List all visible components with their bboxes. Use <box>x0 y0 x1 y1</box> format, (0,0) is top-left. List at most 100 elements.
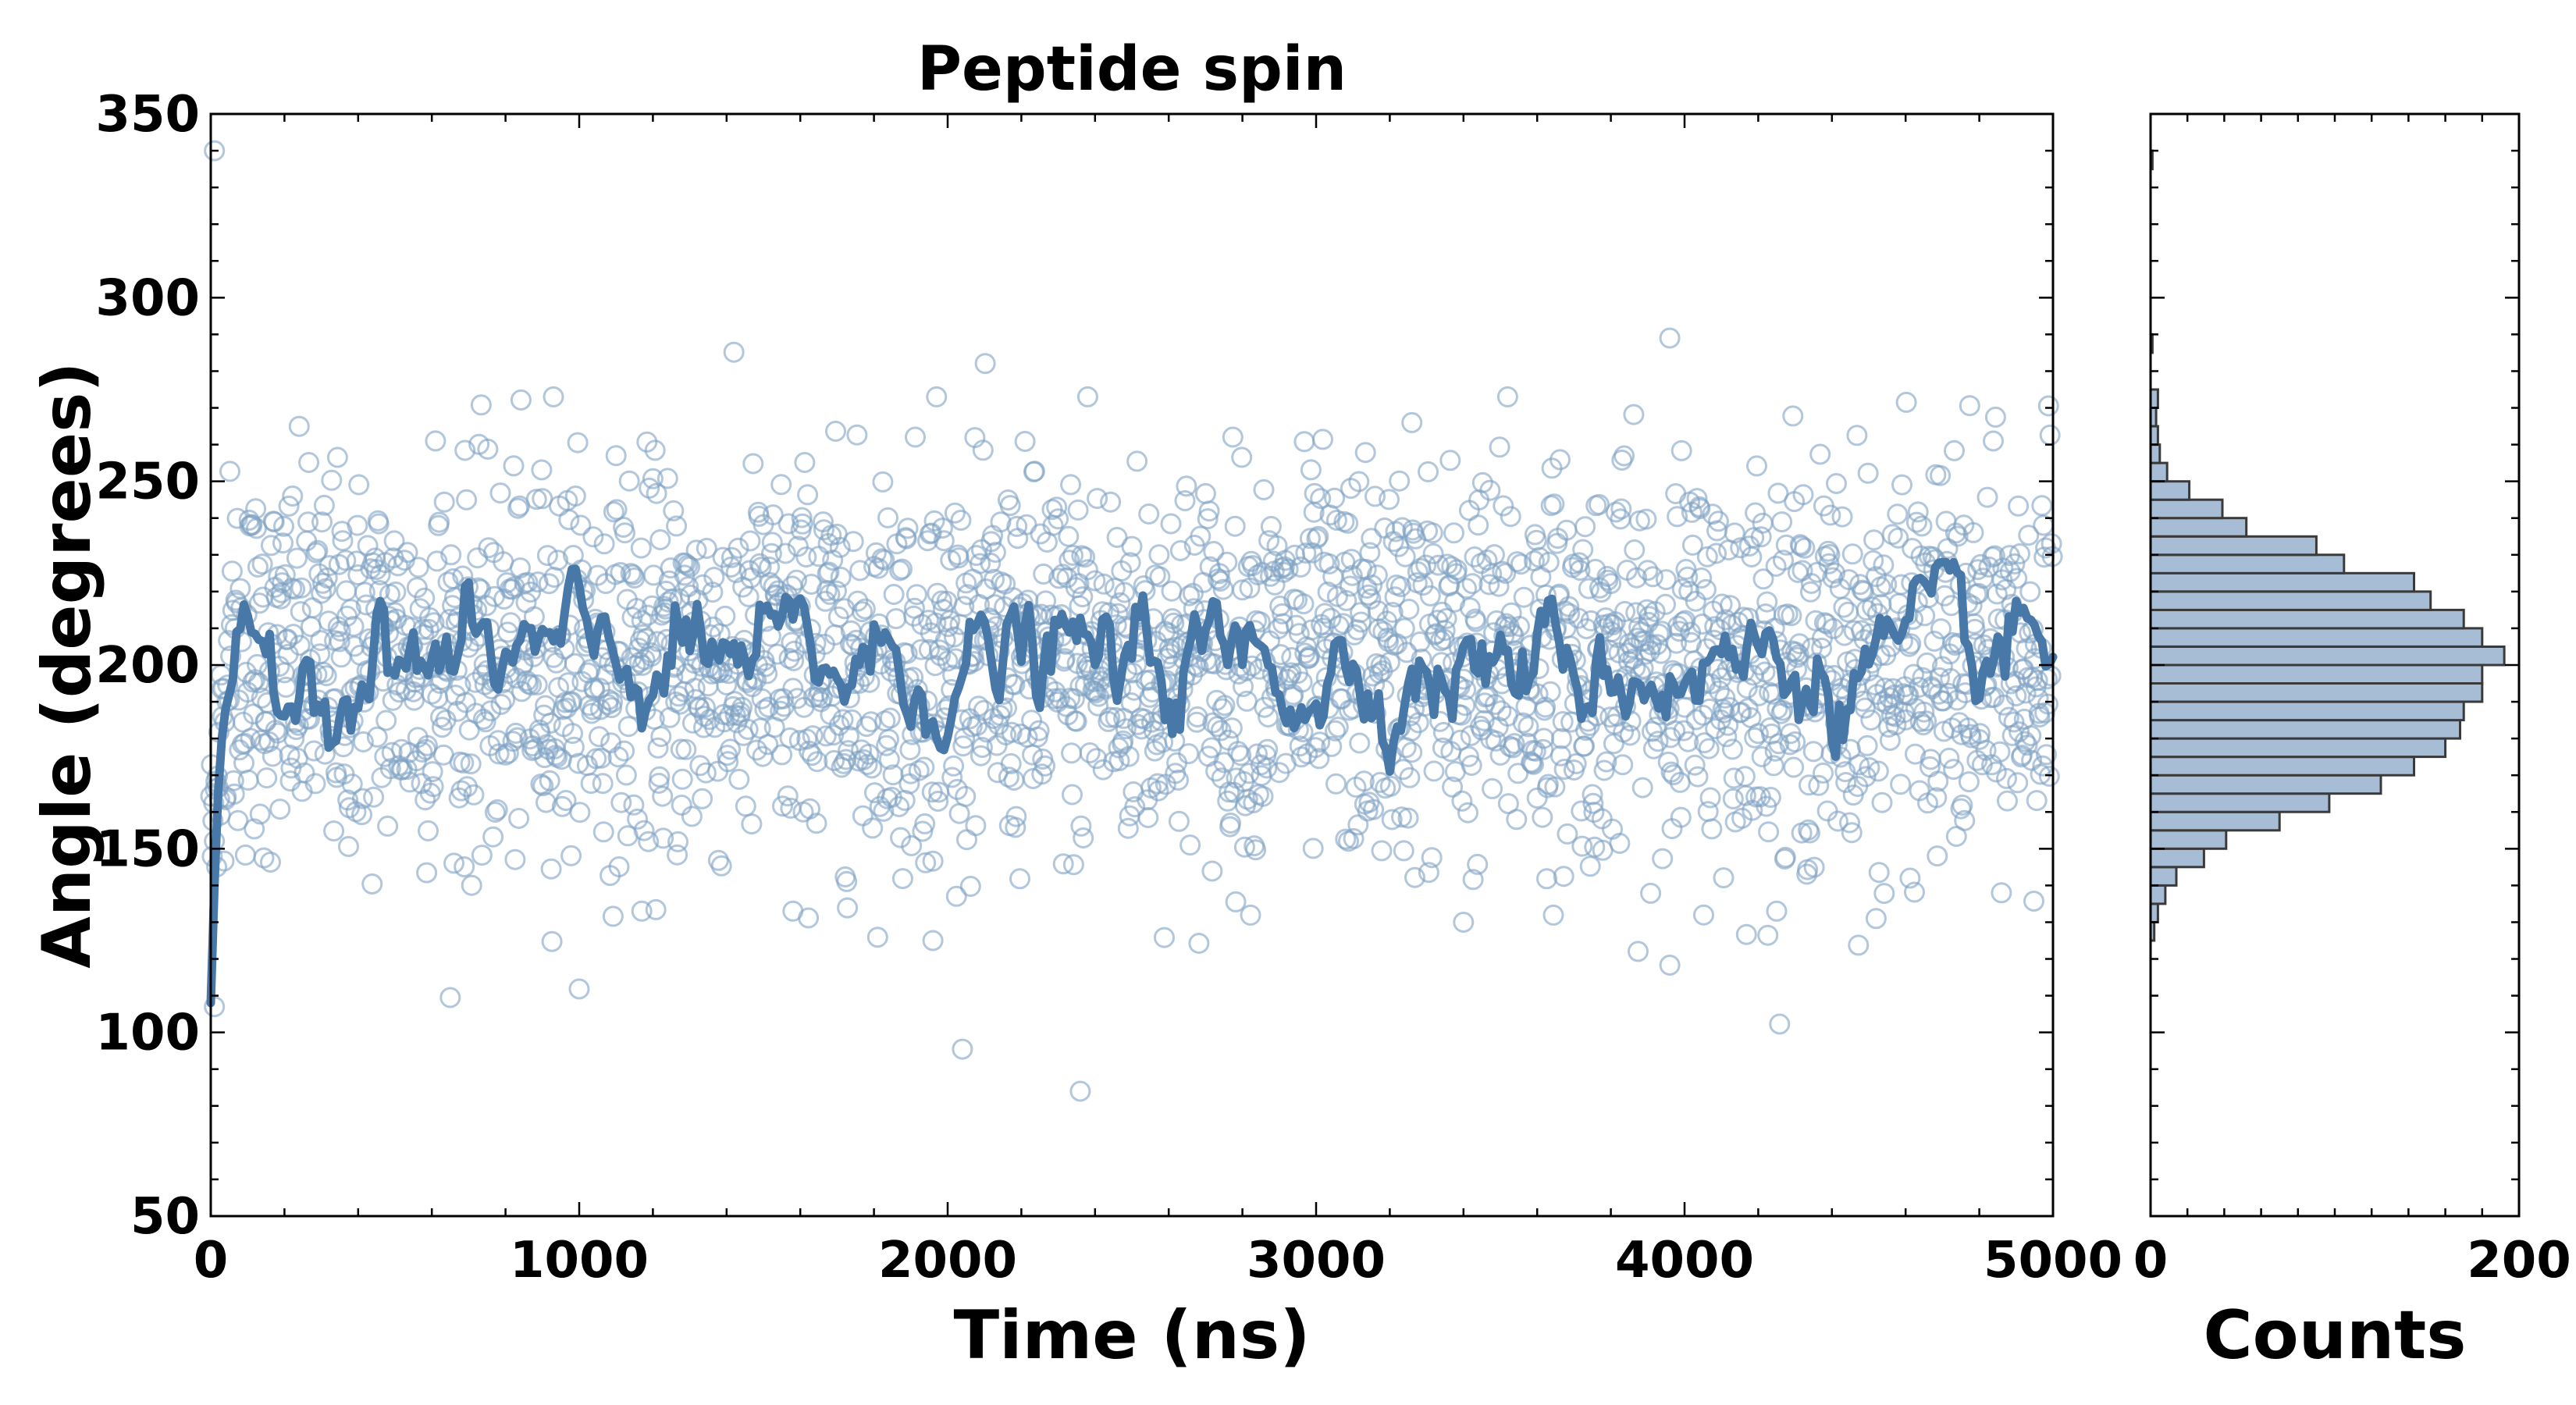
scatter-point <box>480 700 502 722</box>
scatter-point <box>1550 449 1571 471</box>
scatter-point <box>1930 464 1952 486</box>
scatter-point <box>1835 772 1857 793</box>
scatter-point <box>1117 817 1139 839</box>
scatter-point <box>1148 544 1170 566</box>
scatter-point <box>858 743 880 765</box>
scatter-point <box>1596 751 1617 773</box>
scatter-point <box>1602 614 1624 635</box>
histogram-bar <box>2149 646 2506 667</box>
scatter-point <box>1911 515 1933 537</box>
scatter-point <box>1890 774 1912 795</box>
scatter-point <box>1507 763 1529 784</box>
scatter-point <box>1628 941 1649 962</box>
scatter-point <box>1336 589 1357 611</box>
scatter-point <box>1397 807 1419 829</box>
scatter-point <box>241 514 263 536</box>
scatter-point <box>1619 724 1641 746</box>
scatter-point <box>1711 593 1733 615</box>
scatter-point <box>1120 692 1142 713</box>
scatter-point <box>970 553 991 574</box>
histogram-x-axis-label: Counts <box>2204 1297 2467 1375</box>
scatter-point <box>496 621 518 643</box>
scatter-point <box>1888 527 1909 549</box>
scatter-point <box>307 539 329 561</box>
scatter-point <box>760 542 782 564</box>
scatter-point <box>610 791 632 813</box>
scatter-point <box>1838 569 1859 591</box>
scatter-point <box>714 605 736 627</box>
scatter-point <box>276 628 298 650</box>
scatter-point <box>1535 696 1557 718</box>
scatter-point <box>1996 767 2017 789</box>
scatter-point <box>426 550 448 572</box>
scatter-point <box>1841 822 1863 844</box>
scatter-point-outlier <box>1453 912 1475 933</box>
scatter-point <box>489 482 511 504</box>
scatter-point <box>663 500 685 521</box>
scatter-point <box>838 725 859 747</box>
scatter-point <box>1664 720 1686 742</box>
scatter-point <box>1663 764 1685 786</box>
scatter-point <box>1913 701 1935 723</box>
scatter-point <box>824 749 845 771</box>
scatter-point <box>1308 748 1330 770</box>
scatter-point <box>288 415 310 437</box>
scatter-point <box>1076 559 1098 581</box>
scatter-point <box>739 530 761 552</box>
scatter-point <box>846 424 868 446</box>
scatter-point <box>741 813 763 835</box>
scatter-point <box>806 751 828 773</box>
scatter-point <box>645 898 667 920</box>
scatter-point <box>1969 729 1991 750</box>
scatter-point <box>1975 739 1997 761</box>
scatter-point <box>1571 800 1592 822</box>
scatter-point-outlier <box>1401 411 1423 433</box>
scatter-point <box>253 847 275 869</box>
scatter-point <box>602 691 623 713</box>
histogram-bar <box>2149 847 2205 869</box>
scatter-point <box>1612 754 1634 776</box>
scatter-point <box>2041 533 2062 555</box>
scatter-point <box>812 687 833 709</box>
scatter-point <box>1304 482 1325 504</box>
scatter-point <box>297 511 319 533</box>
scatter-point <box>343 615 365 637</box>
scatter-point <box>1312 429 1333 450</box>
scatter-point <box>443 852 464 874</box>
scatter-point <box>1343 827 1364 849</box>
scatter-point-outlier <box>922 930 944 951</box>
scatter-point <box>1257 738 1279 760</box>
scatter-point <box>1657 751 1679 773</box>
scatter-point <box>1747 723 1769 745</box>
scatter-point <box>1802 741 1824 763</box>
scatter-point <box>1490 700 1512 722</box>
scatter-point <box>539 713 561 734</box>
histogram-bar <box>2149 461 2169 483</box>
x-tick-label: 3000 <box>1247 1232 1386 1289</box>
scatter-point <box>234 844 256 866</box>
scatter-point <box>610 562 632 583</box>
scatter-point <box>1860 710 1882 731</box>
scatter-point <box>289 635 311 656</box>
scatter-point <box>1222 426 1244 448</box>
scatter-point <box>2016 735 2038 756</box>
scatter-point <box>1099 706 1121 728</box>
scatter-point <box>526 674 548 695</box>
scatter-point <box>1349 732 1371 754</box>
scatter-point <box>723 341 745 363</box>
scatter-point <box>1693 904 1714 926</box>
scatter-point <box>556 697 578 719</box>
scatter-point <box>417 735 438 756</box>
scatter-point <box>283 624 304 646</box>
scatter-point <box>1048 508 1069 530</box>
scatter-point <box>891 868 913 890</box>
scatter-point <box>772 795 793 817</box>
scatter-point <box>1523 753 1544 775</box>
scatter-point <box>332 530 354 552</box>
scatter-point <box>300 616 322 638</box>
scatter-point <box>1062 854 1084 876</box>
scatter-point <box>1310 488 1332 510</box>
scatter-point <box>504 848 526 870</box>
scatter-point <box>439 987 461 1008</box>
scatter-point <box>260 852 281 873</box>
